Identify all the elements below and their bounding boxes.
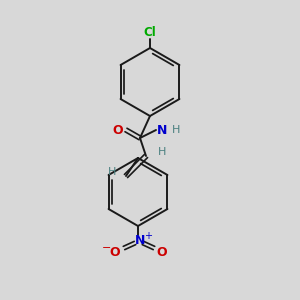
- Text: O: O: [113, 124, 123, 136]
- Text: H: H: [172, 125, 180, 135]
- Text: H: H: [158, 147, 166, 157]
- Text: −: −: [102, 243, 112, 253]
- Text: N: N: [135, 233, 145, 247]
- Text: +: +: [144, 231, 152, 241]
- Text: H: H: [108, 167, 116, 177]
- Text: O: O: [157, 245, 167, 259]
- Text: O: O: [110, 245, 120, 259]
- Text: Cl: Cl: [144, 26, 156, 38]
- Text: N: N: [157, 124, 167, 136]
